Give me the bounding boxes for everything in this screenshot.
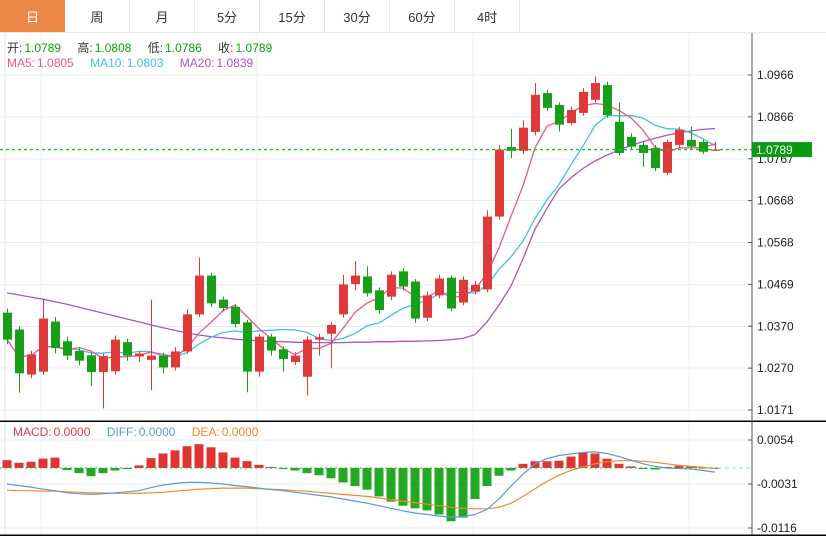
current-price-tag-text: 1.0789 (756, 143, 793, 157)
macd-label: MACD: (13, 425, 52, 439)
ohlc-readout: 开: 1.0789 高: 1.0808 低: 1.0786 收: 1.0789 (7, 39, 285, 56)
close-label: 收: (218, 41, 234, 55)
timeframe-tab-4hour[interactable]: 4时 (455, 0, 520, 32)
timeframe-tab-day[interactable]: 日 (0, 0, 65, 32)
low-value: 1.0786 (165, 41, 202, 55)
price-tick-label: 1.0370 (757, 319, 794, 333)
ma20-value: 1.0839 (216, 56, 254, 70)
open-label: 开: (7, 41, 23, 55)
current-price-tag: 1.0789 (752, 142, 812, 158)
macd-value: 0.0000 (53, 425, 91, 439)
timeframe-tab-60min[interactable]: 60分 (390, 0, 455, 32)
price-tick-label: 1.0668 (757, 194, 794, 208)
close-value: 1.0789 (235, 41, 273, 55)
grid-lines (0, 33, 752, 535)
diff-value: 0.0000 (138, 425, 176, 439)
ma5-line (6, 102, 716, 360)
ma5-value: 1.0805 (37, 56, 74, 70)
ma10-label: MA10: (90, 56, 125, 70)
ma20-label: MA20: (179, 56, 215, 70)
dea-value: 0.0000 (221, 425, 259, 439)
ma5-label: MA5: (7, 56, 36, 70)
diff-label: DIFF: (106, 425, 137, 439)
ohlc-close: 收: 1.0789 (218, 41, 272, 55)
macd-tick-label: -0.0031 (757, 477, 798, 491)
dea-line (6, 460, 716, 510)
macd-tick-label: -0.0116 (757, 521, 797, 535)
macd-readout: MACD: 0.0000 DIFF: 0.0000 DEA: 0.0000 (13, 425, 271, 439)
ma20-line (6, 127, 716, 344)
dea-label: DEA: (191, 425, 220, 439)
price-tick-label: 1.0270 (757, 361, 794, 375)
timeframe-toolbar: 日 周 月 5分 15分 30分 60分 4时 (0, 0, 826, 33)
timeframe-tab-week[interactable]: 周 (65, 0, 130, 32)
macd-tick-label: 0.0054 (757, 433, 794, 447)
high-label: 高: (77, 41, 93, 55)
open-value: 1.0789 (24, 41, 62, 55)
macd-axis: 0.0054 -0.0031 -0.0116 (748, 433, 798, 535)
ohlc-high: 高: 1.0808 (77, 41, 131, 55)
ohlc-open: 开: 1.0789 (7, 41, 61, 55)
timeframe-tab-5min[interactable]: 5分 (195, 0, 260, 32)
candlestick-series (3, 76, 720, 409)
high-value: 1.0808 (94, 41, 132, 55)
timeframe-tab-15min[interactable]: 15分 (260, 0, 325, 32)
timeframe-tab-month[interactable]: 月 (130, 0, 195, 32)
price-tick-label: 1.0171 (757, 403, 794, 417)
price-tick-label: 1.0866 (757, 110, 794, 124)
macd-group: MACD: 0.0000 (13, 425, 90, 439)
ma10-readout: MA10: 1.0803 (90, 56, 163, 70)
price-tick-label: 1.0568 (757, 236, 794, 250)
low-label: 低: (147, 41, 164, 55)
price-tick-label: 1.0966 (757, 68, 794, 82)
price-axis: 1.09661.08661.07671.06681.05681.04691.03… (748, 68, 794, 417)
ma10-line (6, 114, 716, 358)
macd-histogram (0, 444, 752, 522)
diff-group: DIFF: 0.0000 (107, 425, 176, 439)
dea-group: DEA: 0.0000 (192, 425, 259, 439)
diff-line (6, 451, 716, 518)
ma20-readout: MA20: 1.0839 (180, 56, 253, 70)
ma5-readout: MA5: 1.0805 (7, 56, 74, 70)
ma-readout: MA5: 1.0805 MA10: 1.0803 MA20: 1.0839 (7, 56, 266, 70)
ma10-value: 1.0803 (126, 56, 164, 70)
price-tick-label: 1.0469 (757, 277, 794, 291)
ohlc-low: 低: 1.0786 (148, 41, 202, 55)
timeframe-tab-30min[interactable]: 30分 (325, 0, 390, 32)
